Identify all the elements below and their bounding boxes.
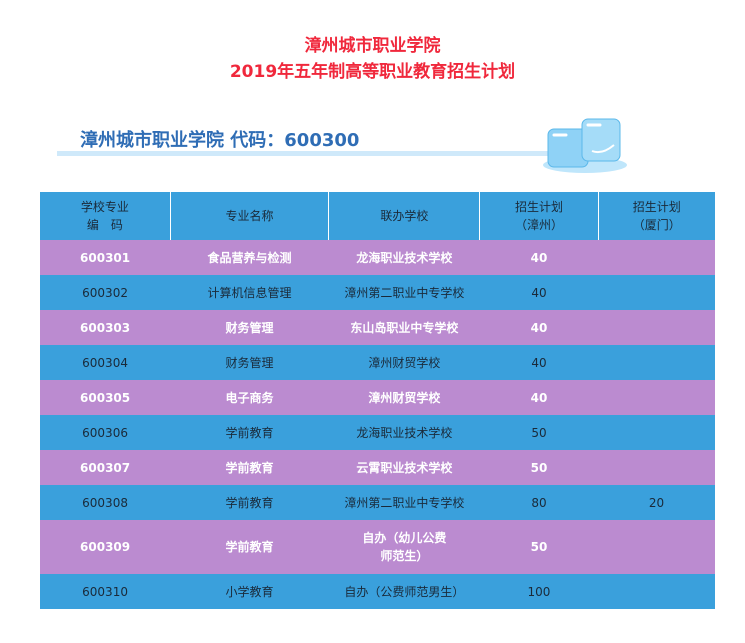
table-row: 600302 计算机信息管理 漳州第二职业中专学校 40 (40, 275, 715, 310)
cell-code: 600305 (40, 380, 171, 415)
cell-zhangzhou: 40 (479, 240, 599, 275)
cell-major: 学前教育 (170, 415, 329, 450)
table-row: 600306 学前教育 龙海职业技术学校 50 (40, 415, 715, 450)
cell-major: 学前教育 (170, 450, 329, 485)
cell-major: 小学教育 (170, 574, 329, 609)
table-row: 600310 小学教育 自办（公费师范男生） 100 (40, 574, 715, 609)
header-xiamen: 招生计划 （厦门） (597, 192, 715, 240)
heading-underline (57, 151, 562, 156)
page-subtitle: 2019年五年制高等职业教育招生计划 (229, 62, 516, 82)
cell-zhangzhou: 40 (479, 345, 599, 380)
cell-major: 食品营养与检测 (170, 240, 329, 275)
cell-school: 龙海职业技术学校 (328, 240, 480, 275)
cell-school: 漳州第二职业中专学校 (328, 485, 480, 520)
cell-school: 自办（公费师范男生） (328, 574, 480, 609)
ice-cube-icon (543, 118, 627, 173)
header-zhangzhou: 招生计划 （漳州） (479, 192, 599, 240)
table-row: 600309 学前教育 自办（幼儿公费师范生） 50 (40, 520, 715, 574)
cell-major: 财务管理 (170, 345, 329, 380)
cell-zhangzhou: 40 (479, 310, 599, 345)
cell-zhangzhou: 100 (479, 574, 599, 609)
cell-school: 自办（幼儿公费师范生） (328, 520, 480, 574)
cell-zhangzhou: 40 (479, 275, 599, 310)
cell-zhangzhou: 50 (479, 450, 599, 485)
cell-code: 600302 (40, 275, 171, 310)
cell-major: 学前教育 (170, 520, 329, 574)
cell-code: 600301 (40, 240, 171, 275)
cell-code: 600303 (40, 310, 171, 345)
cell-xiamen (598, 240, 715, 275)
cell-school: 漳州第二职业中专学校 (328, 275, 480, 310)
table-row: 600304 财务管理 漳州财贸学校 40 (40, 345, 715, 380)
table-row: 600308 学前教育 漳州第二职业中专学校 80 20 (40, 485, 715, 520)
header-school: 联办学校 (328, 192, 480, 240)
cell-code: 600304 (40, 345, 171, 380)
cell-xiamen (598, 275, 715, 310)
cell-code: 600310 (40, 574, 171, 609)
cell-school: 云霄职业技术学校 (328, 450, 480, 485)
table-header: 学校专业 编 码 专业名称 联办学校 招生计划 （漳州） 招生计划 （厦门） (40, 192, 715, 240)
header-major: 专业名称 (169, 192, 329, 240)
cell-major: 电子商务 (170, 380, 329, 415)
cell-school: 龙海职业技术学校 (328, 415, 480, 450)
table-row: 600303 财务管理 东山岛职业中专学校 40 (40, 310, 715, 345)
cell-school: 东山岛职业中专学校 (328, 310, 480, 345)
cell-xiamen (598, 450, 715, 485)
table-row: 600301 食品营养与检测 龙海职业技术学校 40 (40, 240, 715, 275)
cell-xiamen (598, 310, 715, 345)
header-code: 学校专业 编 码 (40, 192, 171, 240)
cell-code: 600307 (40, 450, 171, 485)
cell-xiamen: 20 (598, 485, 715, 520)
cell-code: 600309 (40, 520, 171, 574)
cell-xiamen (598, 520, 715, 574)
section-heading: 漳州城市职业学院 代码：600300 (80, 130, 360, 151)
cell-zhangzhou: 40 (479, 380, 599, 415)
cell-xiamen (598, 415, 715, 450)
cell-major: 财务管理 (170, 310, 329, 345)
page-title: 漳州城市职业学院 (304, 36, 441, 56)
cell-zhangzhou: 80 (479, 485, 599, 520)
cell-school: 漳州财贸学校 (328, 345, 480, 380)
cell-zhangzhou: 50 (479, 415, 599, 450)
cell-major: 计算机信息管理 (170, 275, 329, 310)
cell-code: 600308 (40, 485, 171, 520)
cell-xiamen (598, 574, 715, 609)
table-row: 600305 电子商务 漳州财贸学校 40 (40, 380, 715, 415)
enrollment-table: 学校专业 编 码 专业名称 联办学校 招生计划 （漳州） 招生计划 （厦门） 6… (40, 192, 715, 609)
cell-zhangzhou: 50 (479, 520, 599, 574)
cell-school: 漳州财贸学校 (328, 380, 480, 415)
cell-code: 600306 (40, 415, 171, 450)
table-row: 600307 学前教育 云霄职业技术学校 50 (40, 450, 715, 485)
cell-xiamen (598, 380, 715, 415)
cell-xiamen (598, 345, 715, 380)
cell-major: 学前教育 (170, 485, 329, 520)
